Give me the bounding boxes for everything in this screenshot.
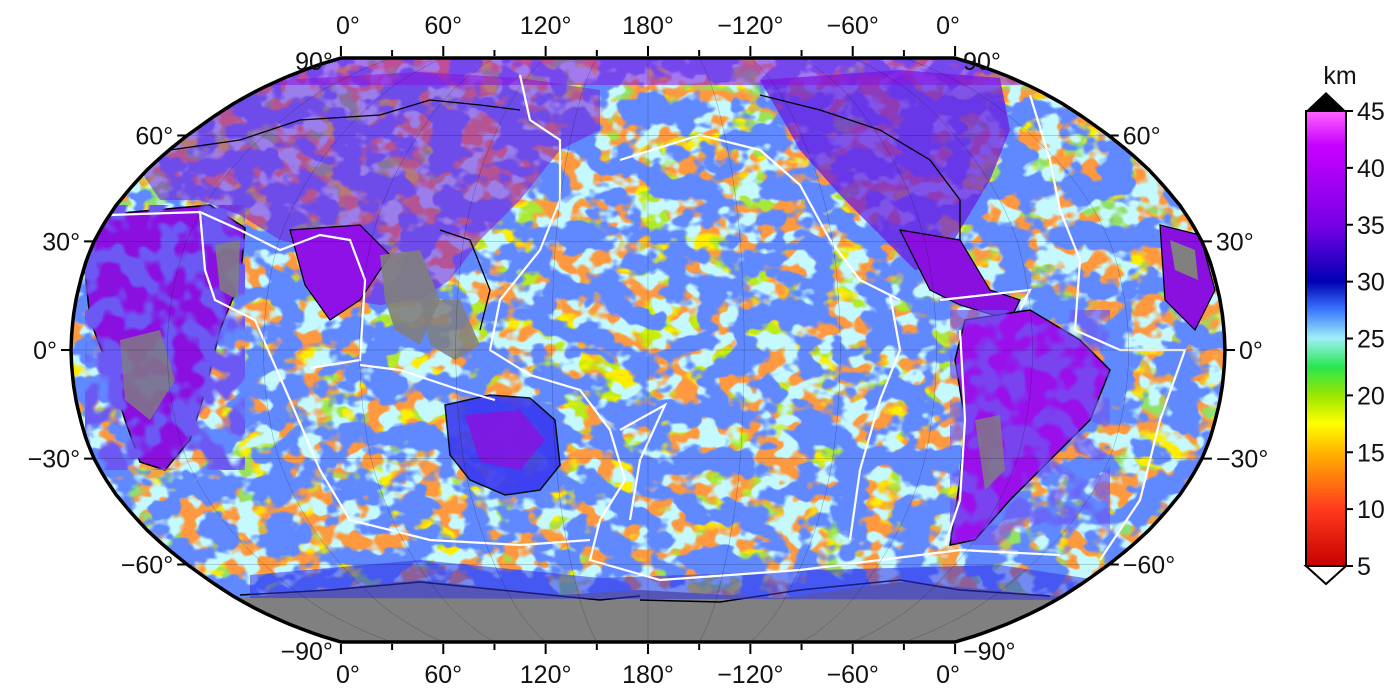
left-latitude-label: −30° [28,446,80,474]
left-latitude-labels: 90° 60° 30° 0° −30° −60° −90° [28,48,333,666]
top-longitude-labels: 0° 60° 120° 180° −120° −60° 0° [336,12,960,56]
continent-australia [444,394,561,496]
right-latitude-label: 90° [963,48,1001,76]
left-latitude-label: −90° [281,638,333,666]
colorbar: km 45 40 35 30 25 20 15 10 5 [1303,62,1385,586]
bottom-longitude-label: 60° [424,661,462,689]
arctic-band [200,58,1100,85]
top-longitude-label: 0° [936,12,960,40]
colorbar-unit-label: km [1323,62,1356,90]
top-longitude-label: 120° [520,12,572,40]
graticule-meridian [903,57,1130,643]
colorbar-underflow-triangle [1303,565,1349,586]
right-latitude-label: −30° [1216,446,1268,474]
colorbar-tick-label: 25 [1357,326,1385,354]
right-latitude-label: 0° [1239,337,1263,365]
left-latitude-label: −60° [121,552,173,580]
continent-south-america [949,309,1111,546]
map-frame [69,56,1227,644]
colorbar-tick-label: 40 [1357,155,1385,183]
colorbar-tick-label: 30 [1357,269,1385,297]
left-latitude-label: 0° [33,337,57,365]
colorbar-tick-label: 15 [1357,439,1385,467]
plate-boundaries [109,74,1187,582]
top-longitude-label: −120° [717,12,783,40]
graticule-meridian [801,57,937,643]
right-latitude-label: 60° [1123,122,1161,150]
map-body [71,58,1225,642]
graticule-meridian [166,57,393,643]
bottom-longitude-label: 0° [336,661,360,689]
bottom-longitude-label: 180° [622,661,674,689]
bottom-longitude-label: −60° [827,661,879,689]
continent-eurasia [140,72,600,360]
graticule [71,57,1225,643]
colorbar-tick-label: 10 [1357,496,1385,524]
continent-antarctica [239,560,1130,642]
left-latitude-label: 60° [135,122,173,150]
graticule-meridian [852,57,1033,643]
colorbar-tick-label: 35 [1357,212,1385,240]
right-latitude-labels: 90° 60° 30° 0° −30° −60° −90° [963,48,1268,666]
axis-labels: 0° 60° 120° 180° −120° −60° 0° 0° 60° 120° 180° −1… [28,12,1269,689]
top-longitude-label: 180° [622,12,674,40]
colorbar-ticks: 45 40 35 30 25 20 15 10 5 [1346,98,1385,581]
graticule-meridian [263,57,444,643]
top-longitude-label: 60° [424,12,462,40]
graticule-meridian [455,57,546,643]
bottom-longitude-label: 0° [936,661,960,689]
colorbar-tick-label: 20 [1357,382,1385,410]
top-longitude-label: −60° [827,12,879,40]
right-latitude-label: 30° [1216,228,1254,256]
left-latitude-label: 90° [295,48,333,76]
colorbar-scale [1305,110,1347,567]
right-latitude-label: −90° [963,638,1015,666]
right-latitude-label: −60° [1123,552,1175,580]
left-latitude-label: 30° [42,228,80,256]
graticule-meridian [698,57,745,643]
colorbar-overflow-triangle [1306,92,1346,111]
top-longitude-label: 0° [336,12,360,40]
graticule-meridian [359,57,495,643]
bottom-longitude-labels: 0° 60° 120° 180° −120° −60° 0° [336,644,960,689]
coastlines [169,94,961,331]
colorbar-tick-label: 5 [1357,553,1371,581]
graticule-meridian [750,57,841,643]
bottom-longitude-label: −120° [717,661,783,689]
colorbar-tick-label: 45 [1357,98,1385,126]
continent-north-america [760,70,1216,332]
graticule-meridian [551,57,598,643]
bottom-longitude-label: 120° [520,661,572,689]
